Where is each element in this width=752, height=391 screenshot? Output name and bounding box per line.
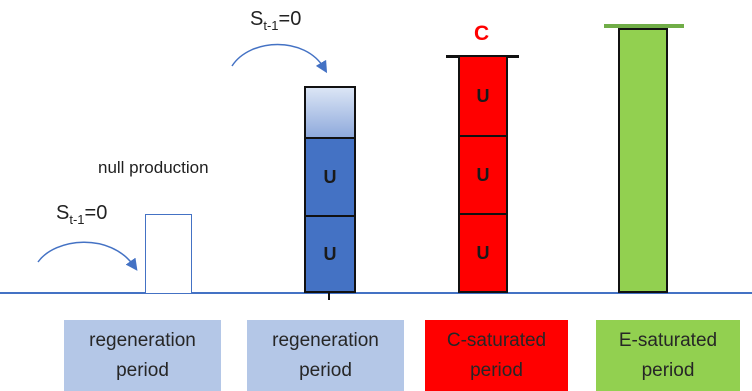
baseline <box>0 292 752 294</box>
blue-bar-light-cell <box>306 88 354 139</box>
blue-bar-tick <box>328 292 330 300</box>
red-bar-u-cell-3: U <box>476 242 490 263</box>
null-production-bar <box>145 214 192 293</box>
null-production-label: null production <box>98 158 209 177</box>
s-t-minus-1-label-2: St-1=0 <box>250 8 302 33</box>
blue-bar-u-cell-1: U <box>306 139 354 217</box>
green-cap-line <box>604 24 684 28</box>
blue-bar-u-cell-2: U <box>306 217 354 291</box>
caption-regeneration-period-2: regeneration period <box>247 320 404 391</box>
red-bar-u-cell-1: U <box>460 57 506 137</box>
red-bar: U U U <box>458 57 508 293</box>
curved-arrow-2 <box>231 43 328 74</box>
caption-regeneration-period-1: regeneration period <box>64 320 221 391</box>
blue-bar: U U <box>304 86 356 293</box>
red-cap-line <box>446 55 519 58</box>
s-t-minus-1-label-1: St-1=0 <box>56 202 108 227</box>
red-bar-u-cell-2: U <box>460 137 506 215</box>
green-bar <box>618 28 668 293</box>
curved-arrow-1 <box>37 241 138 271</box>
caption-e-saturated-period: E-saturated period <box>596 320 740 391</box>
caption-c-saturated-period: C-saturated period <box>425 320 568 391</box>
c-marker: C <box>474 22 490 45</box>
